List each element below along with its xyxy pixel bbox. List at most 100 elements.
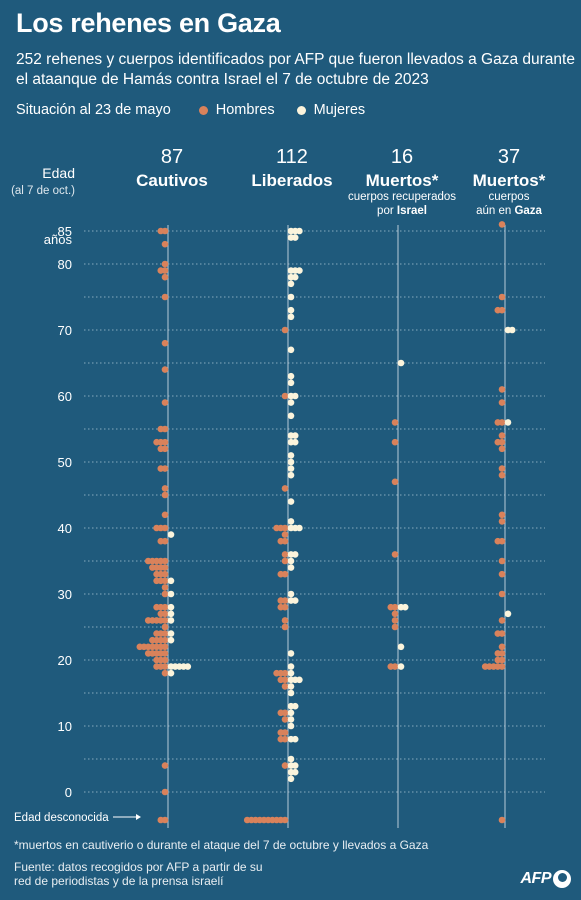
dot-women bbox=[167, 610, 175, 618]
dot-women bbox=[291, 762, 299, 769]
dot-men bbox=[498, 471, 506, 479]
dot-women bbox=[287, 346, 295, 354]
y-tick-label: 70 bbox=[58, 323, 72, 338]
dot-women bbox=[287, 518, 295, 525]
y-tick-label: 30 bbox=[58, 587, 72, 602]
footnote: *muertos en cautiverio o durante el ataq… bbox=[14, 838, 429, 852]
dot-men bbox=[498, 465, 506, 472]
y-axis-unit: años bbox=[44, 232, 73, 247]
dot-women bbox=[184, 663, 192, 670]
dot-men bbox=[498, 643, 506, 651]
dots-layer bbox=[136, 221, 516, 824]
dot-men bbox=[498, 557, 506, 565]
legend-situation: Situación al 23 de mayo bbox=[16, 102, 171, 118]
column-subtitle-line1: cuerpos bbox=[489, 191, 530, 203]
legend-women-label: Mujeres bbox=[313, 102, 366, 118]
dot-men bbox=[391, 419, 399, 426]
dot-men bbox=[277, 570, 285, 578]
y-tick-label: 60 bbox=[58, 389, 72, 404]
dot-men bbox=[277, 537, 285, 545]
y-axis-sublabel: (al 7 de oct.) bbox=[11, 185, 75, 197]
dot-women bbox=[287, 293, 295, 301]
dot-men bbox=[157, 425, 165, 433]
dot-women bbox=[287, 716, 295, 723]
dot-women bbox=[291, 702, 299, 710]
dot-women bbox=[397, 663, 405, 670]
dot-men bbox=[161, 669, 169, 677]
dot-men bbox=[281, 485, 289, 492]
dot-men bbox=[144, 557, 152, 565]
dot-men bbox=[157, 445, 165, 453]
axis-layer: Edad (al 7 de oct.) años Edad desconocid… bbox=[11, 165, 141, 824]
dot-men bbox=[144, 617, 152, 624]
dot-men bbox=[277, 603, 285, 611]
unknown-age-label: Edad desconocida bbox=[14, 812, 109, 824]
column-name: Muertos* bbox=[366, 171, 439, 190]
dot-men bbox=[153, 663, 160, 670]
dot-women bbox=[287, 372, 295, 380]
dot-women bbox=[296, 676, 303, 684]
dot-men bbox=[277, 709, 285, 717]
dot-women bbox=[504, 419, 512, 426]
dot-women bbox=[287, 557, 295, 565]
afp-logo-text: AFP bbox=[520, 870, 552, 887]
y-axis-label: Edad bbox=[42, 165, 75, 181]
dot-men bbox=[281, 617, 289, 624]
dot-men bbox=[498, 590, 506, 598]
y-tick-label: 0 bbox=[65, 785, 72, 800]
dot-men bbox=[281, 531, 289, 538]
dot-men bbox=[498, 386, 506, 393]
dot-men bbox=[161, 788, 169, 796]
dot-men bbox=[136, 643, 144, 651]
dot-women bbox=[167, 617, 175, 624]
dot-men bbox=[161, 293, 169, 301]
dot-men bbox=[153, 570, 160, 578]
afp-logo-mark-icon bbox=[553, 870, 571, 888]
dot-men bbox=[273, 669, 280, 677]
legend-men-swatch-icon bbox=[198, 105, 208, 115]
dot-women bbox=[291, 392, 299, 400]
dot-men bbox=[281, 326, 289, 334]
dot-women bbox=[397, 359, 405, 367]
dot-women bbox=[287, 590, 295, 598]
column-headers: 87Cautivos112Liberados16Muertos*cuerpos … bbox=[136, 146, 546, 217]
column-name: Cautivos bbox=[136, 171, 208, 190]
dot-men bbox=[243, 816, 251, 824]
dot-women bbox=[167, 577, 175, 585]
dot-men bbox=[391, 610, 399, 618]
dot-men bbox=[161, 339, 169, 347]
dot-men bbox=[281, 623, 289, 631]
column-name: Liberados bbox=[251, 171, 332, 190]
dot-women bbox=[287, 663, 295, 670]
dot-women bbox=[287, 458, 295, 466]
afp-logo: AFP bbox=[520, 870, 571, 888]
dot-men bbox=[157, 816, 165, 824]
column-subtitle-line1: cuerpos recuperados bbox=[348, 191, 456, 203]
dot-women bbox=[397, 643, 405, 651]
y-tick-label: 40 bbox=[58, 521, 72, 536]
dot-women bbox=[167, 603, 175, 611]
dot-women bbox=[291, 597, 299, 604]
dot-men bbox=[161, 399, 169, 406]
y-tick-label: 20 bbox=[58, 653, 72, 668]
dot-women bbox=[291, 438, 299, 446]
dot-women bbox=[287, 650, 295, 657]
dot-women bbox=[291, 273, 299, 281]
dot-women bbox=[291, 735, 299, 743]
dot-men bbox=[144, 650, 152, 657]
dot-men bbox=[157, 610, 165, 618]
dot-men bbox=[494, 306, 502, 314]
dot-men bbox=[387, 663, 395, 670]
dot-men bbox=[161, 366, 169, 373]
dot-women bbox=[287, 683, 295, 690]
dot-women bbox=[287, 722, 295, 730]
dot-men bbox=[161, 584, 169, 591]
dot-women bbox=[291, 432, 299, 439]
dot-men bbox=[498, 221, 506, 228]
column-count: 87 bbox=[161, 146, 183, 168]
dot-women bbox=[287, 313, 295, 321]
dot-women bbox=[401, 603, 409, 611]
legend-men-label: Hombres bbox=[215, 102, 275, 118]
dot-men bbox=[494, 650, 502, 657]
